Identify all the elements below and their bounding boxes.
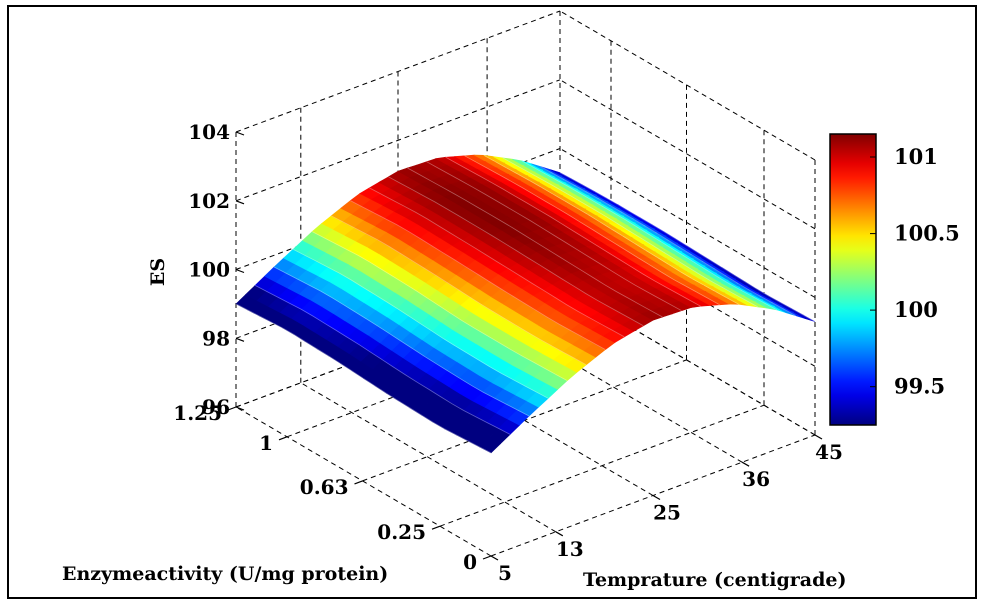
surface-mesh-line [235,303,492,454]
surface-mesh-line [521,160,778,311]
colorbar-gradient [829,133,877,426]
surface-patch [793,312,816,322]
surface-mesh-line [331,215,587,366]
surface [235,154,816,454]
axis-ticks: 96 98 100 102 104 0 0.25 0.63 1 1.25 5 13 25 36 45 [173,120,843,585]
x-tick-mark [741,461,750,467]
x-tick-mark [652,494,661,501]
x-tick-label: 5 [498,561,512,585]
grid-floor-x [300,382,557,533]
z-tick-label: 98 [202,326,230,350]
surface-mesh-line [464,155,720,306]
y-tick-label: 0.63 [300,475,349,499]
z-tick-mark [235,406,245,411]
x-tick-label: 36 [742,467,770,491]
surface-mesh-line [312,231,568,381]
z-tick-label: 100 [188,258,230,282]
z-tick-label: 96 [202,395,230,419]
z-tick-mark [235,268,245,274]
y-tick-mark [354,480,363,485]
colorbar-tick-label: 100.5 [894,221,960,246]
x-tick-label: 45 [815,440,843,464]
grid-sidewall-z [559,148,816,298]
axis-labels: ES Enzymeactivity (U/mg protein) Temprat… [62,258,847,591]
surface-mesh-line [407,167,663,318]
y-tick-label: 1 [259,431,273,455]
colorbar-tick-label: 101 [894,144,938,169]
y-tick-mark [431,525,441,530]
surface-mesh-line [350,200,606,350]
y-tick-label: 1.25 [173,401,222,425]
z-axis-label: ES [147,258,169,286]
surface-mesh-line [502,157,758,308]
surface-mesh-line [254,285,511,435]
surface-mesh-line [540,166,797,317]
x-tick-label: 13 [556,537,584,561]
x-tick-label: 25 [653,501,681,525]
z-tick-mark [235,131,245,136]
y-tick-mark [482,555,492,560]
grid-backwall-z [235,79,561,202]
z-tick-mark [235,200,245,205]
z-tick-label: 102 [188,189,230,213]
grid-floor-x [235,406,492,557]
y-axis-label: Enzymeactivity (U/mg protein) [62,563,388,585]
colorbar-tick-label: 99.5 [894,374,945,399]
x-tick-mark [814,434,823,440]
colorbar: 99.5 100 100.5 101 [829,133,960,426]
colorbar-tick-label: 100 [894,297,938,322]
grid-backwall-z [235,10,561,133]
y-tick-label: 0 [463,550,477,574]
x-axis-label: Temprature (centigrade) [583,569,847,591]
z-tick-label: 104 [188,120,230,144]
y-tick-mark [227,406,237,411]
grid-sidewall-z [559,10,816,161]
x-tick-mark [555,531,564,537]
surface-mesh-line [445,156,701,307]
surface-mesh-line [483,154,739,305]
z-tick-mark [235,337,245,342]
x-tick-mark [490,555,499,561]
surface-mesh-line [273,266,530,417]
surface-mesh-line [426,161,682,312]
surface-mesh-line [388,176,644,327]
grid-floor-y [439,404,765,527]
surface-mesh-line [559,172,816,322]
y-tick-label: 0.25 [377,520,426,544]
surface-mesh-line [369,187,625,338]
surface-mesh-line [293,248,549,399]
y-tick-mark [278,436,288,441]
grid-sidewall-z [559,79,816,230]
